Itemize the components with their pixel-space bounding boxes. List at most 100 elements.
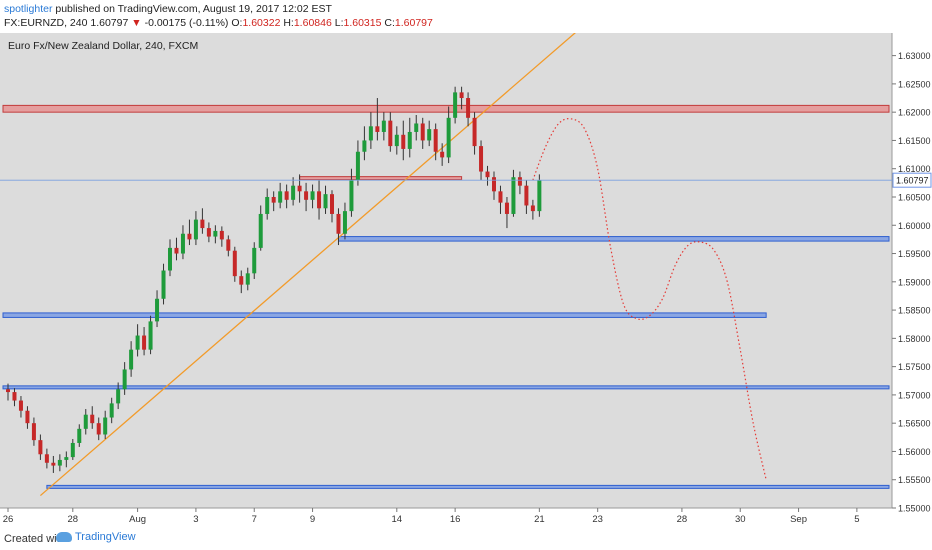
candle[interactable] — [129, 341, 134, 377]
candle[interactable] — [459, 86, 464, 110]
support-zone[interactable] — [2, 385, 890, 390]
candle[interactable] — [245, 267, 250, 291]
chart-area[interactable]: 1.63000 1.62500 1.62000 1.61500 1.61000 1.605… — [0, 29, 932, 529]
candle[interactable] — [472, 112, 477, 155]
resistance-zone[interactable] — [299, 176, 463, 181]
candle[interactable] — [368, 112, 373, 149]
candle[interactable] — [193, 211, 198, 246]
tradingview-logo[interactable]: TradingView — [56, 531, 136, 543]
candle[interactable] — [317, 180, 322, 220]
candle[interactable] — [219, 226, 224, 247]
candle[interactable] — [530, 199, 535, 220]
candle-body — [83, 414, 88, 429]
candle[interactable] — [479, 140, 484, 181]
candle[interactable] — [25, 406, 30, 429]
candle[interactable] — [51, 455, 56, 473]
candle[interactable] — [148, 315, 153, 355]
candle[interactable] — [265, 188, 270, 220]
candle[interactable] — [187, 219, 192, 246]
candlestick-chart[interactable]: 1.63000 1.62500 1.62000 1.61500 1.61000 1.605… — [0, 29, 932, 529]
candle[interactable] — [135, 324, 140, 357]
trend-line[interactable] — [39, 29, 579, 497]
candle-body — [206, 228, 211, 237]
candle[interactable] — [77, 424, 82, 447]
candle[interactable] — [161, 263, 166, 305]
candle[interactable] — [232, 246, 237, 282]
candle[interactable] — [433, 123, 438, 161]
candle[interactable] — [330, 190, 334, 223]
candle[interactable] — [96, 417, 101, 441]
candle[interactable] — [18, 396, 23, 418]
candle[interactable] — [504, 196, 509, 229]
candle[interactable] — [381, 112, 386, 141]
author-link[interactable]: spotlighter — [4, 3, 53, 15]
candle[interactable] — [12, 388, 17, 407]
candle[interactable] — [355, 140, 360, 186]
candle[interactable] — [44, 448, 49, 469]
candle[interactable] — [407, 117, 412, 158]
candle[interactable] — [57, 454, 62, 472]
candle[interactable] — [323, 185, 328, 214]
candle[interactable] — [103, 410, 108, 440]
candle[interactable] — [142, 327, 147, 356]
candle[interactable] — [511, 169, 516, 217]
candle[interactable] — [213, 225, 218, 244]
candle[interactable] — [427, 120, 432, 147]
candle[interactable] — [453, 86, 458, 124]
candle[interactable] — [420, 117, 425, 149]
support-zone[interactable] — [46, 484, 890, 489]
candle[interactable] — [155, 290, 160, 328]
price-axis[interactable] — [892, 33, 932, 529]
candle[interactable] — [349, 168, 354, 217]
candle[interactable] — [375, 98, 380, 141]
candle[interactable] — [64, 451, 69, 468]
candle[interactable] — [6, 383, 10, 401]
candle[interactable] — [284, 184, 289, 209]
candle[interactable] — [336, 208, 341, 246]
candle[interactable] — [168, 239, 172, 277]
candle[interactable] — [271, 191, 276, 212]
candle[interactable] — [252, 242, 257, 279]
candle[interactable] — [31, 417, 36, 446]
candle[interactable] — [226, 235, 231, 257]
candle[interactable] — [440, 143, 445, 166]
candle[interactable] — [498, 185, 503, 214]
candle[interactable] — [206, 222, 211, 243]
candle[interactable] — [38, 434, 43, 460]
candle[interactable] — [83, 409, 88, 435]
candle[interactable] — [466, 92, 471, 127]
candle[interactable] — [394, 126, 399, 155]
candle[interactable] — [304, 182, 309, 212]
support-zone[interactable] — [2, 312, 767, 318]
candle[interactable] — [200, 208, 205, 234]
candle[interactable] — [524, 180, 529, 214]
candle[interactable] — [492, 171, 496, 200]
candle[interactable] — [297, 174, 302, 203]
candle[interactable] — [174, 237, 179, 261]
candle[interactable] — [310, 184, 315, 209]
candle[interactable] — [342, 202, 347, 240]
candle-body — [232, 250, 237, 277]
candle[interactable] — [239, 270, 244, 294]
candle[interactable] — [278, 182, 283, 209]
candle[interactable] — [362, 126, 367, 161]
time-axis[interactable] — [0, 508, 892, 529]
candle[interactable] — [180, 225, 185, 260]
candle[interactable] — [122, 362, 127, 395]
candle[interactable] — [446, 106, 451, 164]
candle[interactable] — [401, 120, 406, 161]
candle[interactable] — [258, 205, 263, 251]
projection-path[interactable] — [532, 118, 767, 480]
resistance-zone[interactable] — [2, 104, 890, 113]
candle[interactable] — [485, 165, 490, 186]
candle[interactable] — [291, 177, 296, 206]
candle[interactable] — [90, 406, 95, 429]
candle[interactable] — [388, 112, 393, 152]
candle[interactable] — [537, 174, 542, 217]
candle[interactable] — [116, 382, 121, 410]
candle[interactable] — [70, 439, 75, 460]
candle[interactable] — [517, 171, 522, 195]
support-zone[interactable] — [337, 236, 890, 242]
candle[interactable] — [109, 397, 114, 424]
candle[interactable] — [414, 114, 419, 141]
